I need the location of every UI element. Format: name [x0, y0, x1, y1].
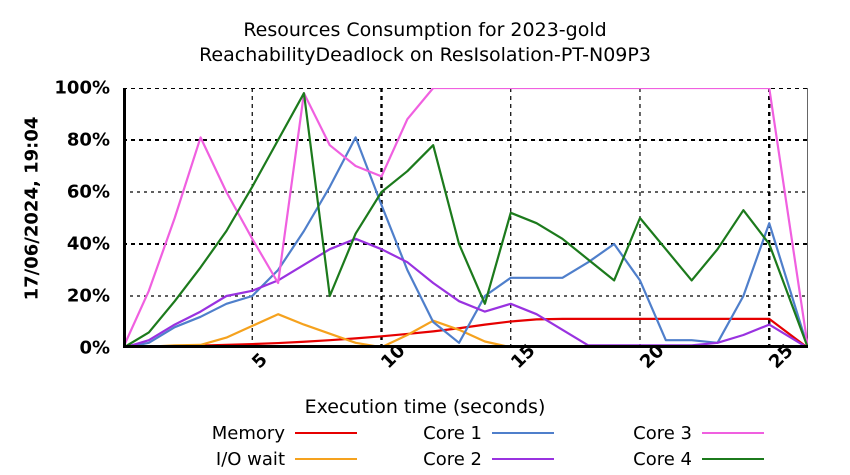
plot-frame — [123, 88, 808, 348]
series-line-memory — [123, 317, 808, 348]
chart-title-line-2: ReachabilityDeadlock on ResIsolation-PT-… — [199, 44, 651, 66]
legend-item-label: Memory — [211, 422, 285, 444]
y-tick-label: 100% — [54, 77, 110, 99]
series-line-core-3 — [123, 88, 808, 348]
legend-color-swatch — [702, 432, 764, 434]
y-tick-label: 20% — [66, 285, 110, 307]
legend-item[interactable]: I/O wait — [180, 446, 357, 472]
y-tick-label: 60% — [66, 181, 110, 203]
y-tick-label: 0% — [79, 337, 110, 359]
legend-item-label: Core 2 — [423, 448, 482, 470]
plot-lines — [123, 88, 808, 348]
chart-legend: Memory I/O wait Core 1 Core 2 Core 3 Core 4 — [0, 420, 850, 472]
plot-area — [123, 88, 808, 348]
legend-item[interactable]: Memory — [180, 420, 357, 446]
legend-color-swatch — [492, 458, 554, 460]
legend-column: Core 1 Core 2 — [390, 420, 554, 472]
legend-color-swatch — [702, 458, 764, 460]
legend-color-swatch — [492, 432, 554, 434]
legend-item[interactable]: Core 1 — [390, 420, 554, 446]
series-line-core-1 — [123, 136, 808, 348]
legend-item[interactable]: Core 4 — [600, 446, 764, 472]
chart-title: Resources Consumption for 2023-gold Reac… — [0, 18, 850, 68]
legend-column: Memory I/O wait — [180, 420, 357, 472]
x-axis-label: Execution time (seconds) — [304, 396, 546, 418]
chart-title-line-1: Resources Consumption for 2023-gold — [243, 19, 607, 41]
legend-item-label: Core 3 — [633, 422, 692, 444]
legend-item[interactable]: Core 3 — [600, 420, 764, 446]
x-tick-label: 5 — [248, 349, 272, 373]
legend-item-label: I/O wait — [215, 448, 285, 470]
y-tick-label: 40% — [66, 233, 110, 255]
legend-item-label: Core 4 — [633, 448, 692, 470]
y-tick-label: 80% — [66, 129, 110, 151]
series-line-core-4 — [123, 92, 808, 348]
legend-color-swatch — [295, 432, 357, 434]
legend-color-swatch — [295, 458, 357, 460]
legend-column: Core 3 Core 4 — [600, 420, 764, 472]
legend-item[interactable]: Core 2 — [390, 446, 554, 472]
legend-item-label: Core 1 — [423, 422, 482, 444]
